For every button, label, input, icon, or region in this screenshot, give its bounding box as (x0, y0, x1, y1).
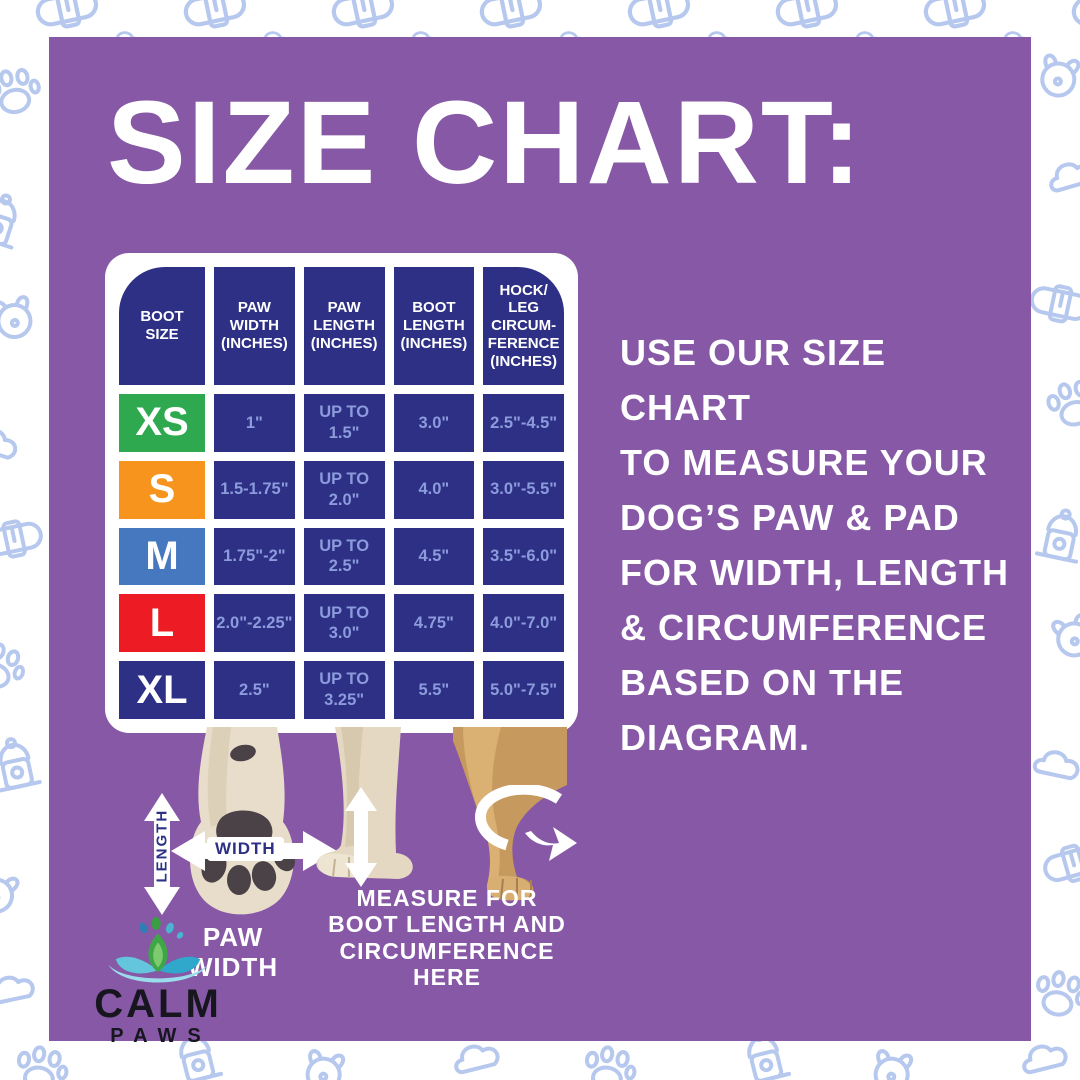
border-pattern-icon (774, 0, 839, 32)
border-pattern-icon (34, 0, 99, 32)
border-pattern-icon (330, 0, 395, 32)
cell-xs-boot-length: 3.0" (393, 394, 475, 452)
column-header-boot-length: BOOT LENGTH (INCHES) (393, 267, 475, 385)
cell-xs-circumference: 2.5"-4.5" (483, 394, 564, 452)
logo-sub-brand-text: PAWS (110, 1025, 212, 1047)
border-pattern-icon (1018, 1039, 1070, 1076)
width-arrow-label: WIDTH (207, 837, 284, 861)
column-header-paw-length: PAW LENGTH (INCHES) (303, 267, 385, 385)
size-badge-s: S (119, 460, 205, 519)
cell-m-circumference: 3.5"-6.0" (483, 527, 564, 586)
border-pattern-icon (580, 1042, 640, 1080)
border-pattern-icon (0, 63, 45, 119)
cell-m-paw-length: UP TO 2.5" (303, 527, 385, 586)
cell-l-circumference: 4.0"-7.0" (483, 594, 564, 653)
border-pattern-icon (1042, 374, 1080, 433)
border-pattern-icon (0, 636, 32, 696)
border-pattern-icon (1034, 504, 1080, 564)
border-pattern-icon (1030, 966, 1080, 1022)
length-arrow-icon (144, 793, 180, 915)
border-pattern-icon (0, 733, 42, 793)
border-pattern-icon (626, 0, 691, 32)
cell-l-boot-length: 4.75" (393, 594, 475, 653)
column-header-circumference: HOCK/ LEG CIRCUM- FERENCE (INCHES) (483, 267, 564, 385)
cell-s-circumference: 3.0"-5.5" (483, 460, 564, 519)
page-title: SIZE CHART: (107, 77, 864, 209)
cell-l-paw-width: 2.0"-2.25" (214, 594, 295, 653)
paw-width-caption: PAW WIDTH (187, 922, 279, 982)
cell-xs-paw-width: 1" (214, 394, 295, 452)
border-pattern-icon (0, 422, 22, 462)
logo-brand-text: CALM (94, 982, 222, 1026)
measurement-diagrams: LENGTH WIDTH PAW WIDTH (49, 727, 1031, 1047)
border-pattern-icon (302, 1048, 346, 1080)
cell-s-paw-width: 1.5-1.75" (214, 460, 295, 519)
border-pattern-icon (1050, 611, 1080, 662)
border-pattern-icon (182, 0, 247, 32)
size-badge-xs: XS (119, 394, 205, 452)
border-pattern-icon (1070, 0, 1080, 32)
cell-xl-paw-length: UP TO 3.25" (303, 661, 385, 719)
boot-length-arrow-icon (345, 787, 377, 887)
paw-pad-photo (190, 727, 296, 915)
brand-logo: CALM PAWS (73, 917, 243, 1048)
border-pattern-icon (1038, 837, 1080, 890)
column-header-boot-size: BOOT SIZE (119, 267, 205, 385)
cell-xs-paw-length: UP TO 1.5" (303, 394, 385, 452)
border-pattern-icon (12, 1042, 72, 1080)
border-pattern-icon (0, 187, 29, 250)
border-pattern-icon (1044, 156, 1080, 194)
cell-xl-circumference: 5.0"-7.5" (483, 661, 564, 719)
circumference-arrow-icon (475, 785, 577, 861)
cell-m-paw-width: 1.75"-2" (214, 527, 295, 586)
border-pattern-icon (870, 1048, 914, 1080)
length-arrow-label: LENGTH (153, 808, 171, 883)
border-pattern-icon (1036, 52, 1080, 101)
size-badge-l: L (119, 594, 205, 653)
size-badge-xl: XL (119, 661, 205, 719)
size-badge-m: M (119, 527, 205, 586)
border-pattern-icon (1026, 279, 1080, 329)
width-arrow: WIDTH (171, 829, 337, 873)
main-panel: SIZE CHART: BOOT SIZE PAW WIDTH (INCHES)… (49, 37, 1031, 1047)
border-pattern-icon (922, 0, 987, 32)
column-header-paw-width: PAW WIDTH (INCHES) (214, 267, 295, 385)
cell-s-boot-length: 4.0" (393, 460, 475, 519)
cell-xl-paw-width: 2.5" (214, 661, 295, 719)
size-chart-table: BOOT SIZE PAW WIDTH (INCHES) PAW LENGTH … (105, 253, 578, 733)
cell-s-paw-length: UP TO 2.0" (303, 460, 385, 519)
cell-xl-boot-length: 5.5" (393, 661, 475, 719)
border-pattern-icon (450, 1039, 502, 1076)
border-pattern-icon (0, 294, 37, 343)
description-text: USE OUR SIZE CHART TO MEASURE YOUR DOG’S… (620, 332, 1009, 758)
border-pattern-icon (1031, 746, 1080, 782)
border-pattern-icon (0, 514, 47, 564)
cell-m-boot-length: 4.5" (393, 527, 475, 586)
cell-l-paw-length: UP TO 3.0" (303, 594, 385, 653)
measure-here-caption: MEASURE FOR BOOT LENGTH AND CIRCUMFERENC… (328, 885, 566, 991)
border-pattern-icon (478, 0, 543, 32)
border-pattern-icon (0, 971, 37, 1006)
lotus-logo-icon (108, 917, 208, 983)
border-pattern-icon (0, 867, 21, 918)
